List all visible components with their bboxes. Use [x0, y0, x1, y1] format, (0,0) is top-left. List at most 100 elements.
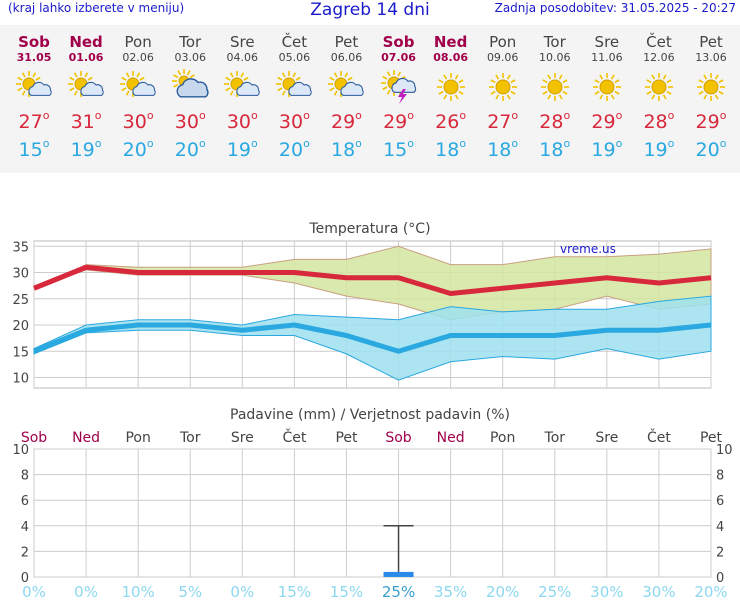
min-temp: 15o [383, 137, 414, 161]
thunderstorm-icon [373, 69, 425, 109]
day-date: 13.06 [695, 51, 727, 64]
min-temp: 18o [330, 137, 362, 161]
max-temp: 29o [591, 109, 623, 133]
max-temp: 30o [174, 109, 206, 133]
day-column[interactable]: Sre 04.06 30o 19o [216, 25, 268, 165]
sun-icon [581, 69, 633, 109]
min-temp: 20o [695, 137, 727, 161]
precip-probability-label: 5% [178, 583, 202, 600]
y-tick-label: 10 [12, 443, 29, 458]
day-name: Ned [433, 33, 468, 51]
x-tick-label: Ned [437, 430, 465, 446]
max-temp: 31o [70, 109, 102, 133]
precip-probability-label: 20% [694, 583, 727, 600]
day-name: Čet [646, 33, 672, 51]
day-date: 02.06 [122, 51, 154, 64]
precip-probability-label: 10% [121, 583, 154, 600]
page-title: Zagreb 14 dni [310, 0, 430, 20]
day-date: 12.06 [643, 51, 675, 64]
min-temp: 18o [435, 137, 467, 161]
day-column[interactable]: Tor 10.06 28o 18o [529, 25, 581, 165]
day-name: Pon [124, 33, 152, 51]
min-temp: 20o [122, 137, 154, 161]
day-date: 08.06 [433, 51, 468, 64]
precip-probability-label: 0% [230, 583, 254, 600]
day-column[interactable]: Sob 31.05 27o 15o [8, 25, 60, 165]
sun-cloud-icon [216, 69, 268, 109]
min-temp: 19o [226, 137, 258, 161]
day-date: 04.06 [226, 51, 259, 64]
min-temp: 19o [643, 137, 675, 161]
y-tick-label: 6 [21, 494, 29, 509]
max-temp: 29o [330, 109, 362, 133]
sun-cloud-icon [112, 69, 164, 109]
min-range-band [33, 295, 712, 381]
day-column[interactable]: Pet 13.06 29o 20o [685, 25, 737, 165]
day-date: 11.06 [591, 51, 623, 64]
x-tick-label: Čet [647, 428, 671, 446]
day-column[interactable]: Čet 12.06 28o 19o [633, 25, 685, 165]
y-tick-label: 35 [12, 240, 29, 255]
max-temp: 30o [122, 109, 154, 133]
y-tick-label-right: 8 [716, 469, 724, 484]
y-tick-label-right: 10 [716, 443, 733, 458]
min-temp: 18o [487, 137, 519, 161]
precip-probability-label: 15% [278, 583, 311, 600]
day-name: Tor [543, 33, 566, 51]
precip-bar [383, 571, 414, 577]
y-tick-label-right: 0 [716, 571, 724, 586]
x-tick-label: Pon [125, 430, 150, 446]
max-temp: 28o [643, 109, 675, 133]
last-updated: Zadnja posodobitev: 31.05.2025 - 20:27 [494, 1, 736, 15]
day-column[interactable]: Sob 07.06 29o 15o [373, 25, 425, 165]
day-date: 31.05 [16, 51, 52, 64]
sun-cloud-icon [320, 69, 372, 109]
max-temp: 29o [383, 109, 414, 133]
cloudy-icon [164, 69, 216, 109]
day-column[interactable]: Ned 01.06 31o 19o [60, 25, 112, 165]
day-column[interactable]: Pon 09.06 27o 18o [477, 25, 529, 165]
y-tick-label: 0 [21, 571, 29, 586]
max-temp: 28o [539, 109, 571, 133]
day-column[interactable]: Pet 06.06 29o 18o [320, 25, 372, 165]
max-temp: 30o [226, 109, 258, 133]
precip-probability-label: 0% [22, 583, 46, 600]
day-name: Čet [281, 33, 308, 51]
precip-probability-label: 30% [642, 583, 675, 600]
x-tick-label: Tor [179, 430, 201, 446]
min-temp: 20o [174, 137, 206, 161]
precip-probability-label: 25% [538, 583, 571, 600]
precip-probability-label: 30% [590, 583, 623, 600]
max-temp: 30o [278, 109, 310, 133]
y-tick-label-right: 6 [716, 494, 724, 509]
y-tick-label-right: 4 [716, 520, 724, 535]
day-date: 03.06 [174, 51, 206, 64]
y-tick-label: 8 [21, 469, 29, 484]
day-column[interactable]: Pon 02.06 30o 20o [112, 25, 164, 165]
day-date: 01.06 [68, 51, 104, 64]
day-column[interactable]: Tor 03.06 30o 20o [164, 25, 216, 165]
day-column[interactable]: Ned 08.06 26o 18o [425, 25, 477, 165]
x-tick-label: Ned [72, 430, 100, 446]
min-temp: 19o [70, 137, 102, 161]
day-date: 10.06 [539, 51, 571, 64]
sun-icon [477, 69, 529, 109]
min-temp-line [33, 322, 712, 354]
max-temp-line [33, 264, 712, 296]
header-bar: (kraj lahko izberete v meniju) Zagreb 14… [0, 0, 740, 22]
sun-icon [633, 69, 685, 109]
day-name: Pet [334, 33, 359, 51]
day-column[interactable]: Čet 05.06 30o 20o [268, 25, 320, 165]
day-column[interactable]: Sre 11.06 29o 19o [581, 25, 633, 165]
min-temp: 18o [539, 137, 571, 161]
y-tick-label: 25 [12, 293, 29, 308]
location-hint[interactable]: (kraj lahko izberete v meniju) [8, 1, 185, 15]
min-temp: 19o [591, 137, 623, 161]
sun-icon [529, 69, 581, 109]
x-tick-label: Pet [335, 430, 358, 446]
daily-forecast-strip: Sob 31.05 27o 15o Ned 01.06 31o 19o Pon 02.06 30o 2… [0, 25, 740, 173]
sun-icon [685, 69, 737, 109]
y-tick-label: 10 [12, 372, 29, 387]
x-tick-label: Sre [595, 430, 618, 446]
precip-probability-label: 35% [434, 583, 467, 600]
